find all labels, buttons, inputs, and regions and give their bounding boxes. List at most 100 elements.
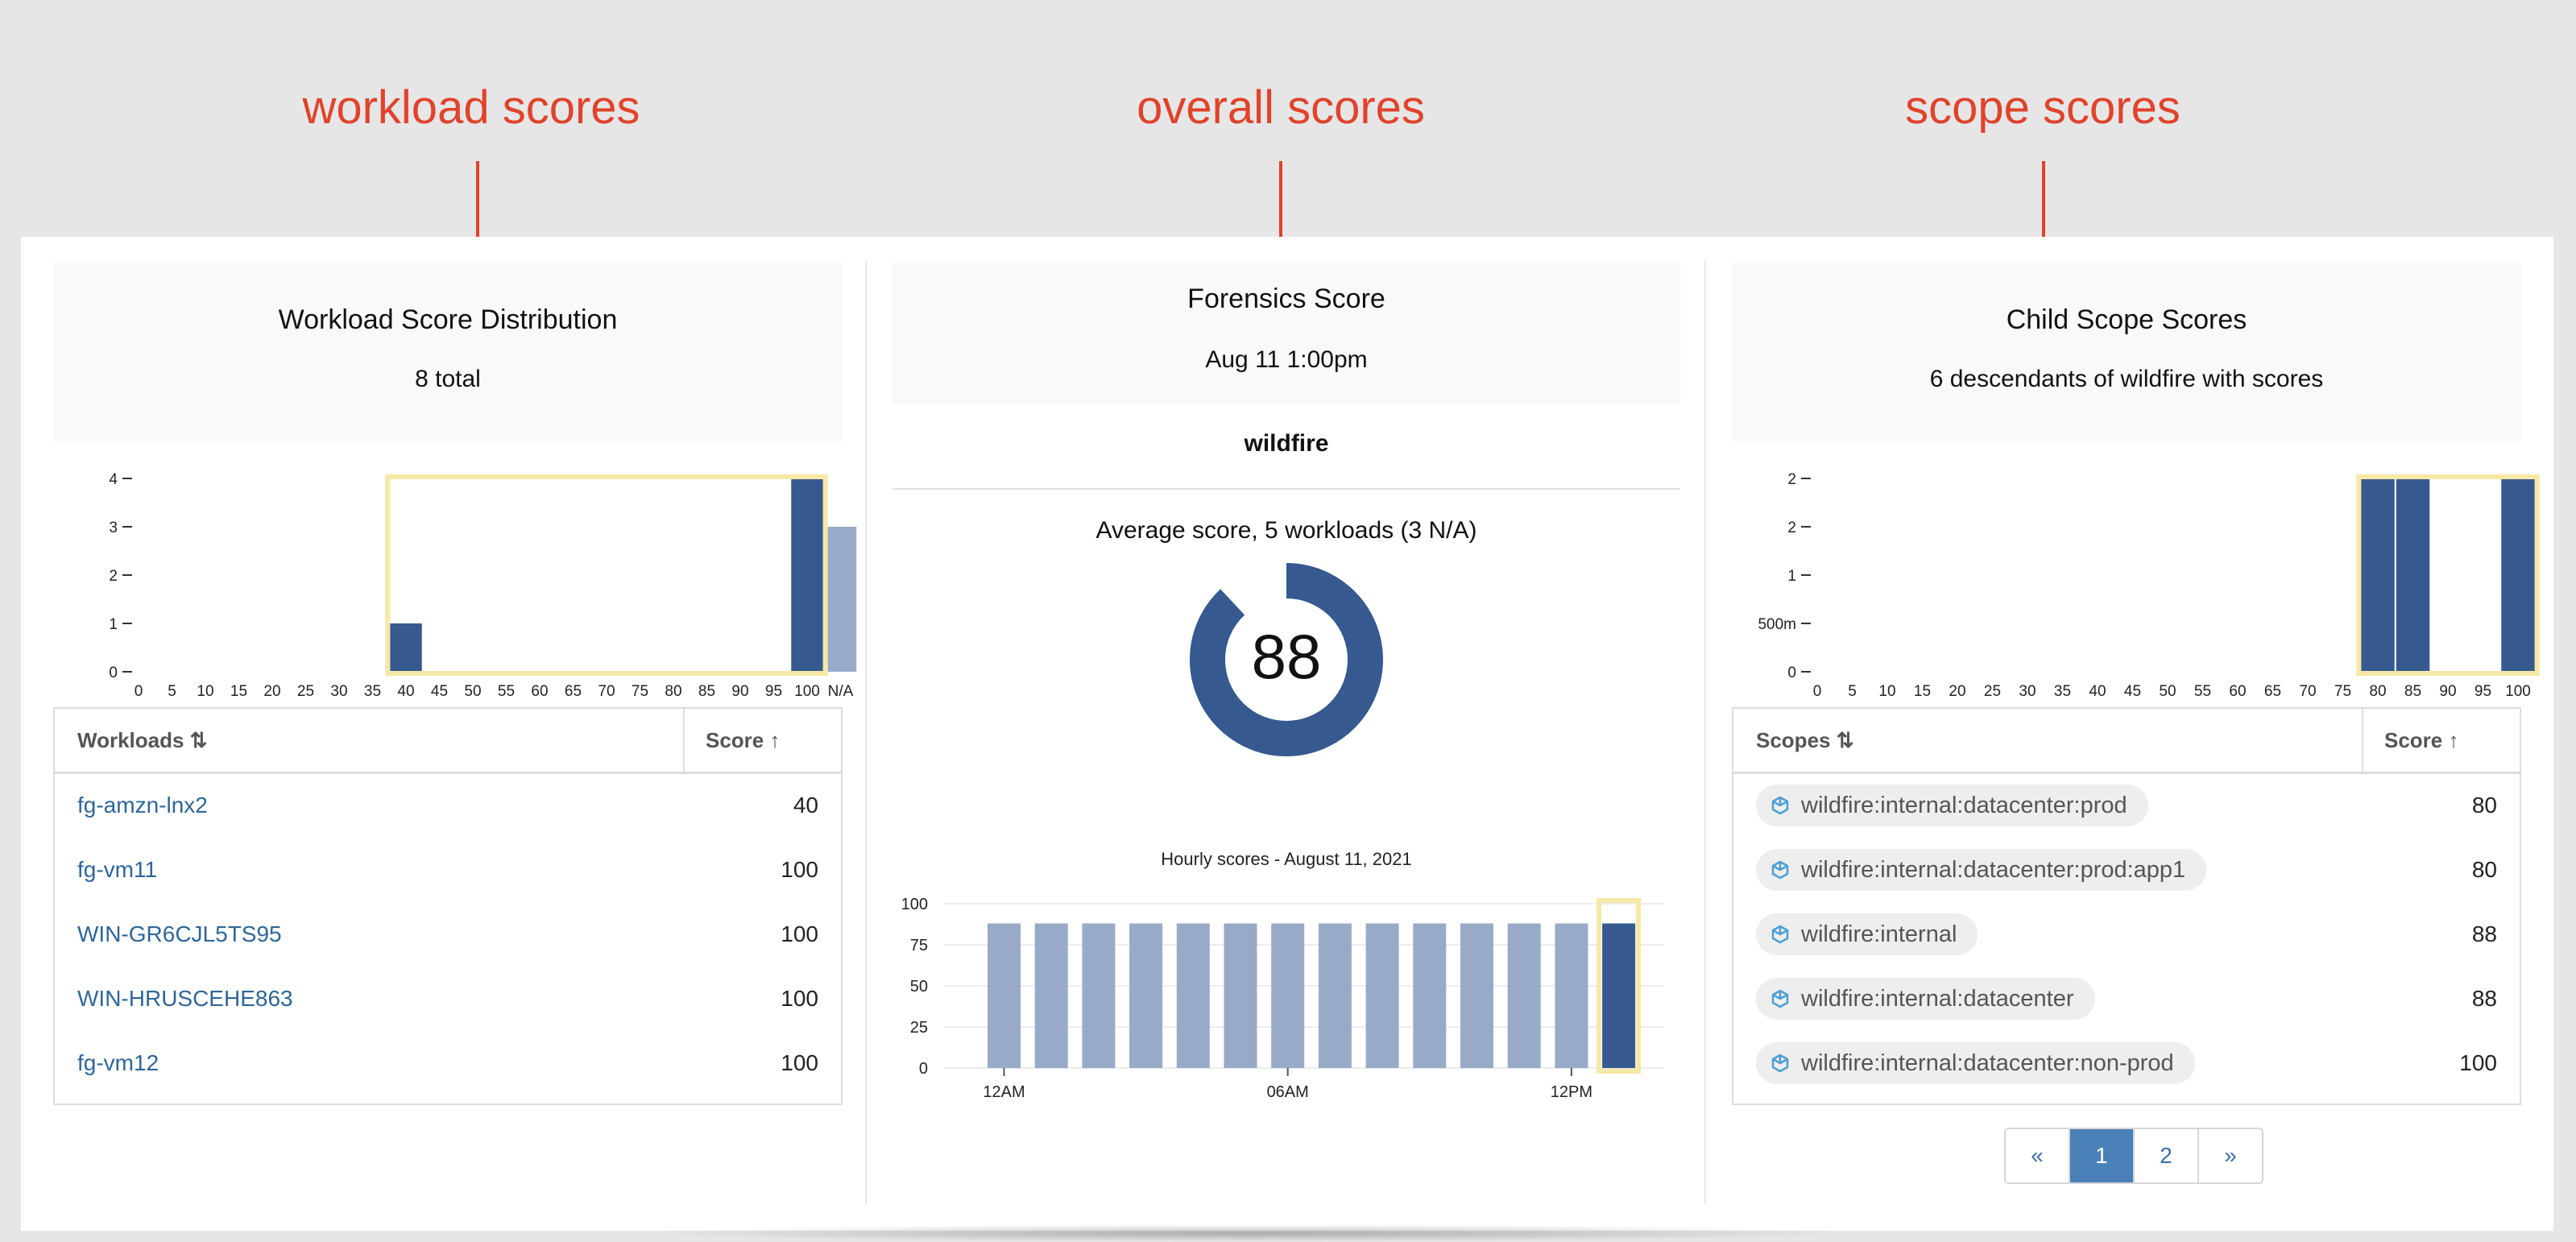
scope-pill[interactable]: wildfire:internal:datacenter:non-prod [1756, 1042, 2195, 1084]
x-tick-label: 95 [765, 683, 782, 700]
bottom-shadow [644, 1224, 1853, 1242]
page-prev-button[interactable]: « [2006, 1129, 2070, 1182]
arrow-up-icon[interactable]: ↑ [2448, 728, 2459, 752]
score-value: 100 [781, 1050, 818, 1075]
column-header-workloads[interactable]: Workloads ⇅ [77, 728, 208, 752]
hourly-bar [1365, 923, 1399, 1068]
x-tick-label: 10 [197, 683, 213, 700]
hourly-bar [1602, 923, 1636, 1068]
histogram-bar [390, 623, 422, 672]
page-next-button[interactable]: » [2199, 1129, 2262, 1182]
x-tick-label: 80 [665, 683, 681, 700]
histogram-bar [2361, 478, 2395, 672]
x-tick-label: 80 [2369, 683, 2386, 700]
y-tick-label: 2 [1787, 471, 1796, 488]
scope-cube-icon [1771, 860, 1789, 880]
y-tick-label: 0 [919, 1060, 928, 1078]
x-tick-label: 40 [2089, 683, 2106, 700]
scope-header: Child Scope Scores 6 descendants of wild… [1732, 263, 2521, 441]
workload-link[interactable]: fg-amzn-lnx2 [77, 793, 208, 818]
x-tick-label: 95 [2475, 683, 2491, 700]
x-tick-label: 75 [2334, 683, 2351, 700]
histogram-bar [824, 527, 857, 672]
workloads-table: Workloads ⇅ Score ↑ fg-amzn-lnx2 40 fg-vm… [53, 707, 843, 1105]
x-tick-label: 70 [2299, 683, 2316, 700]
x-tick-label: 20 [1949, 683, 1965, 700]
scope-pill[interactable]: wildfire:internal:datacenter [1756, 978, 2095, 1020]
page-1-button[interactable]: 1 [2070, 1129, 2135, 1182]
workload-link[interactable]: WIN-HRUSCEHE863 [77, 986, 293, 1011]
arrow-up-icon[interactable]: ↑ [769, 728, 781, 752]
x-tick-label: 90 [731, 683, 748, 700]
forensics-header: Forensics Score Aug 11 1:00pm [892, 263, 1680, 404]
x-tick-label: 15 [230, 683, 247, 700]
x-tick-label: 12PM [1551, 1083, 1592, 1101]
scope-name: wildfire [1244, 430, 1329, 457]
score-value: 100 [2459, 1050, 2497, 1075]
y-tick-label: 25 [910, 1019, 928, 1037]
x-tick-label: 90 [2439, 683, 2456, 700]
x-tick-label: 15 [1914, 683, 1931, 700]
y-tick-label: 2 [109, 568, 118, 585]
workload-link[interactable]: fg-vm12 [77, 1050, 159, 1075]
x-tick-label: 45 [2124, 683, 2141, 700]
x-tick-label: 75 [632, 683, 648, 700]
hourly-bar [1555, 923, 1588, 1068]
x-tick-label: 20 [263, 683, 280, 700]
y-tick-label: 0 [1787, 664, 1796, 681]
y-tick-label: 50 [910, 978, 928, 996]
score-value: 88 [2471, 986, 2497, 1011]
scope-subtitle: 6 descendants of wildfire with scores [1929, 366, 2324, 392]
x-tick-label: 0 [1813, 683, 1822, 700]
x-tick-label: 12AM [983, 1083, 1025, 1101]
x-tick-label: 55 [2194, 683, 2211, 700]
hourly-bar [1318, 923, 1352, 1068]
page-2-button[interactable]: 2 [2135, 1129, 2199, 1182]
table-row: wildfire:internal:datacenter:non-prod 100 [1733, 1031, 2520, 1095]
histogram-bar [2501, 478, 2535, 672]
x-tick-label: 35 [364, 683, 381, 700]
x-tick-label: 60 [531, 683, 548, 700]
score-value: 100 [781, 986, 818, 1011]
average-score-label: Average score, 5 workloads (3 N/A) [1095, 517, 1477, 544]
scope-pill[interactable]: wildfire:internal [1756, 913, 1978, 955]
x-tick-label: 65 [565, 683, 582, 700]
table-row: wildfire:internal:datacenter:prod:app1 80 [1733, 838, 2520, 902]
forensics-title: Forensics Score [1187, 284, 1385, 314]
divider [892, 488, 1680, 490]
scope-cube-icon [1771, 989, 1789, 1008]
y-tick-label: 75 [910, 937, 928, 954]
table-header: Workloads ⇅ Score ↑ [55, 709, 841, 774]
x-tick-label: 60 [2229, 683, 2246, 700]
column-header-scopes[interactable]: Scopes ⇅ [1756, 728, 1854, 752]
x-tick-label: 100 [2505, 683, 2531, 700]
column-header-score[interactable]: Score ↑ [2384, 728, 2459, 752]
sort-both-icon[interactable]: ⇅ [1836, 728, 1854, 752]
score-value: 100 [781, 921, 818, 946]
hourly-bar [1507, 923, 1541, 1068]
donut-arc [1190, 563, 1383, 756]
forensics-date: Aug 11 1:00pm [1205, 346, 1368, 373]
table-row: fg-vm12 100 [55, 1031, 841, 1095]
scope-cube-icon [1771, 1054, 1789, 1073]
x-tick-label: 55 [498, 683, 515, 700]
hourly-scores-chart: 0 25 50 75 100 12AM 06AM 12PM [901, 896, 1664, 1101]
scope-pill[interactable]: wildfire:internal:datacenter:prod [1756, 785, 2148, 826]
table-row: WIN-GR6CJL5TS95 100 [55, 902, 841, 967]
workload-title: Workload Score Distribution [278, 304, 618, 335]
x-tick-label: 5 [168, 683, 176, 700]
workload-link[interactable]: WIN-GR6CJL5TS95 [77, 921, 282, 946]
workload-link[interactable]: fg-vm11 [77, 857, 158, 882]
x-tick-label: 30 [330, 683, 347, 700]
scope-pill[interactable]: wildfire:internal:datacenter:prod:app1 [1756, 849, 2207, 891]
column-header-score[interactable]: Score ↑ [706, 728, 781, 752]
annotation-workload-scores: workload scores [302, 81, 640, 134]
y-tick-label: 4 [109, 471, 118, 488]
table-row: fg-amzn-lnx2 40 [55, 773, 841, 838]
x-tick-label: 10 [1878, 683, 1895, 700]
histogram-bar [791, 478, 823, 672]
x-tick-label: 35 [2054, 683, 2071, 700]
sort-both-icon[interactable]: ⇅ [189, 728, 208, 752]
